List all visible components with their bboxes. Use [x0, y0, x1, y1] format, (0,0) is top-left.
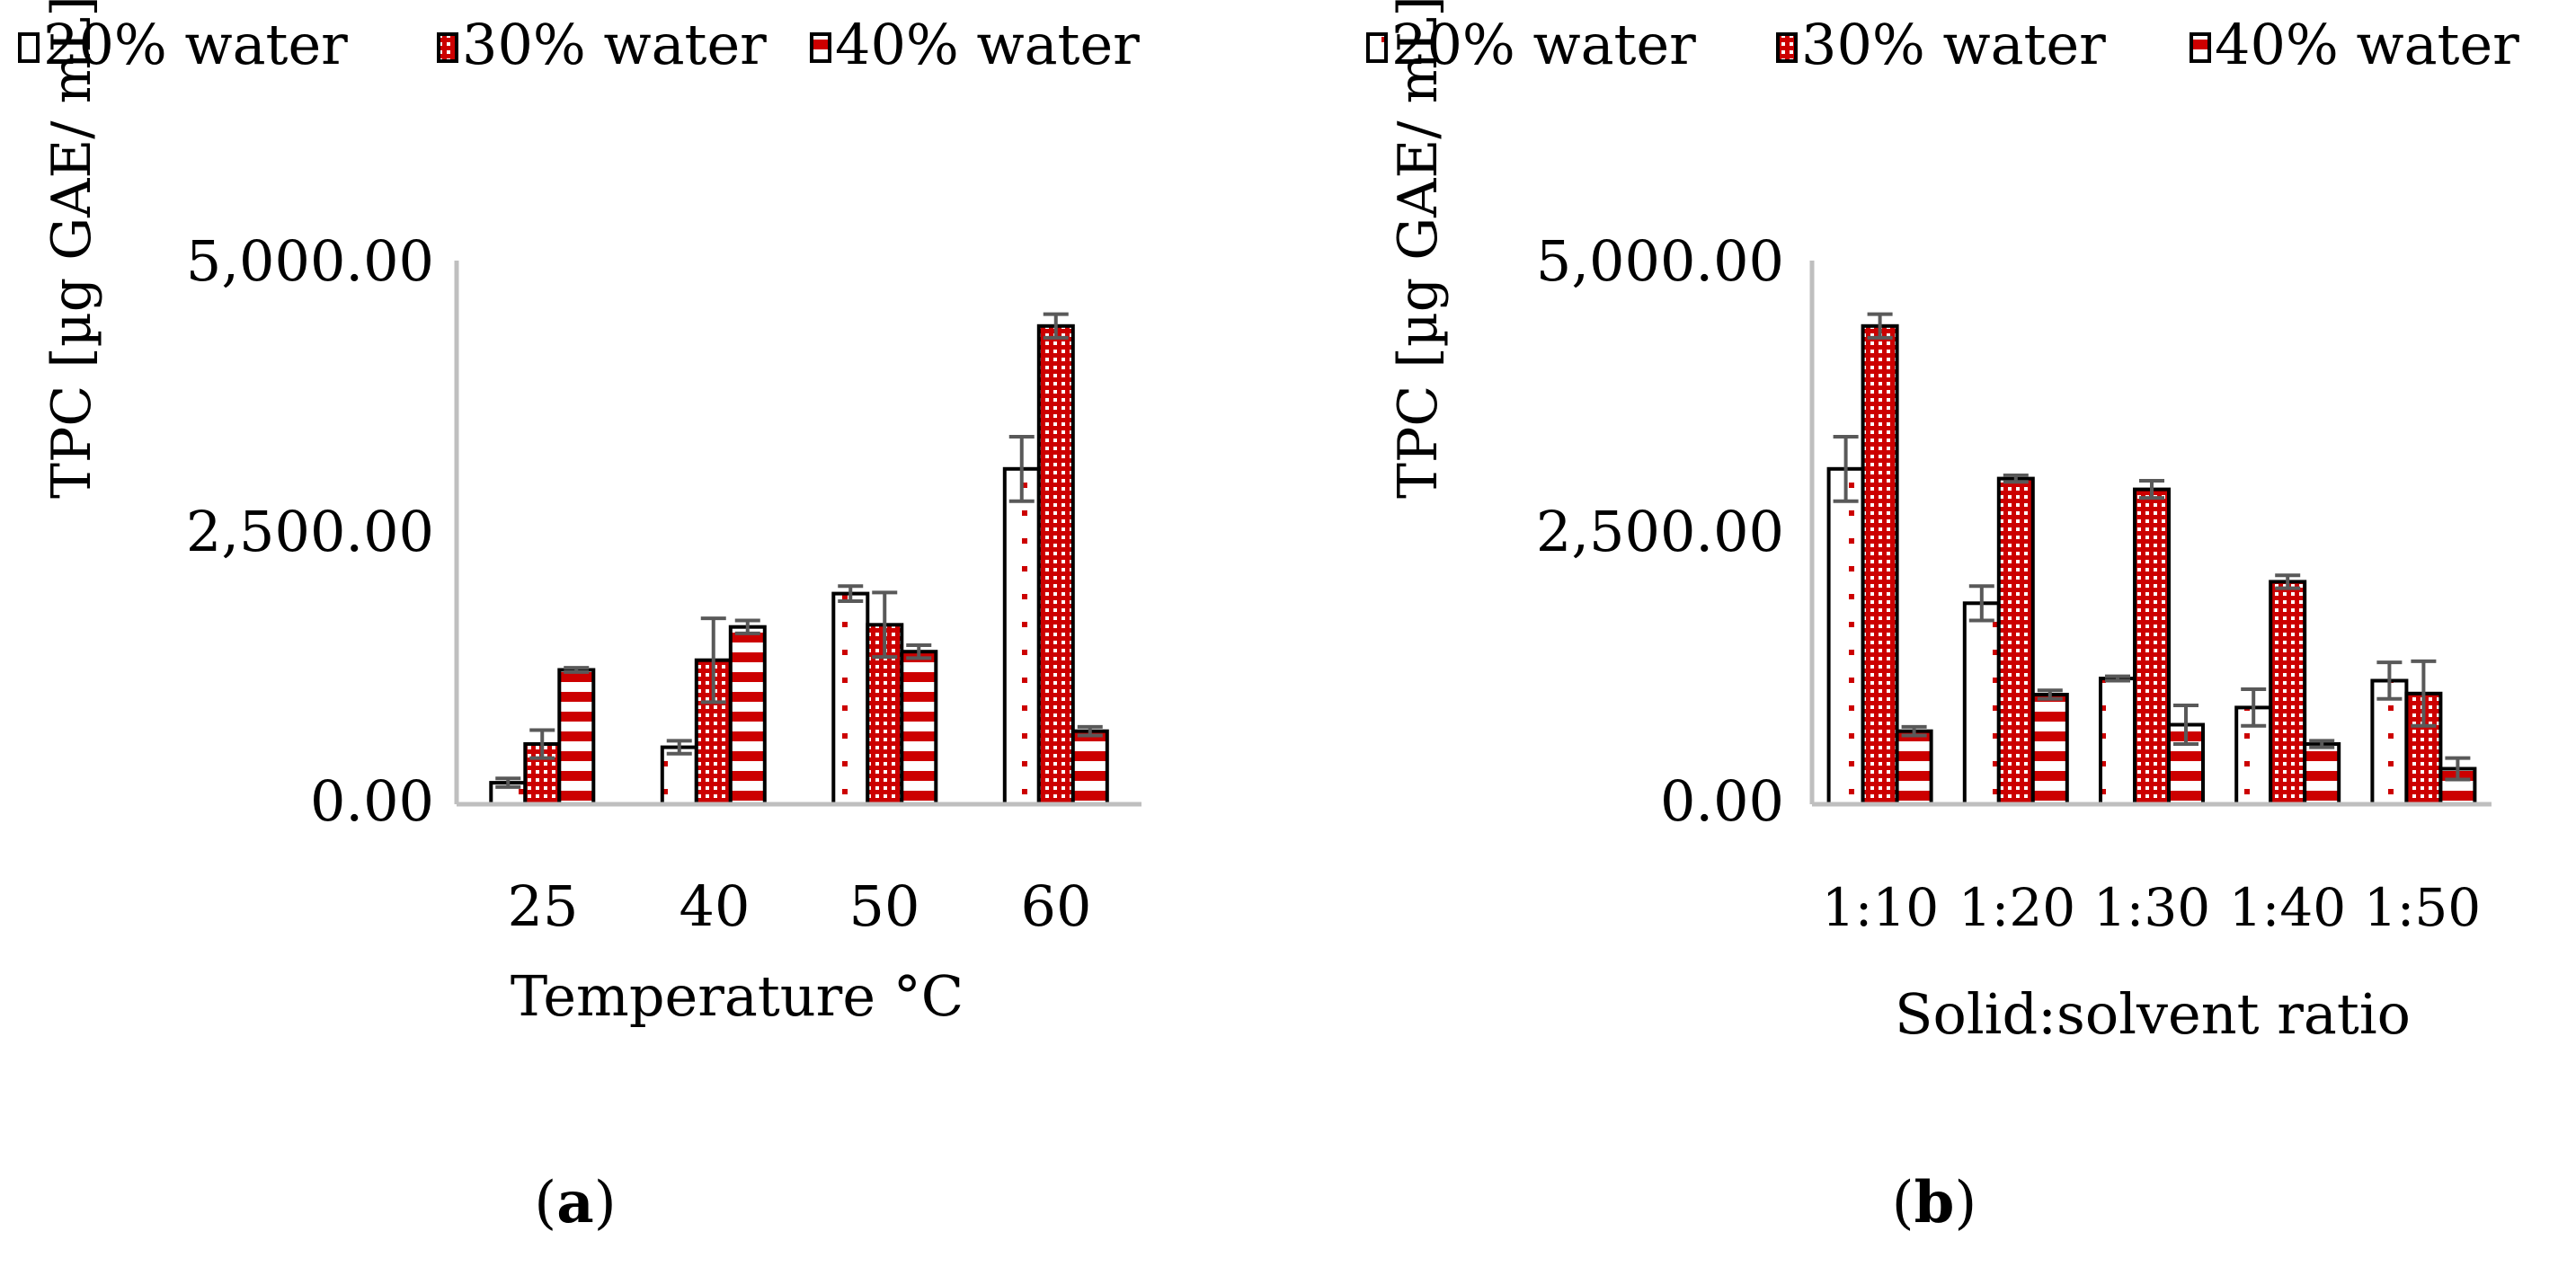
error-bar: [1077, 724, 1103, 738]
y-axis-title: TPC [µg GAE/ mL]: [40, 0, 103, 499]
error-bar: [734, 618, 760, 635]
error-bar: [2411, 659, 2437, 728]
bar-40-water: [2030, 693, 2069, 806]
bar-30-water: [2133, 487, 2171, 806]
bar-30-water: [1861, 323, 1899, 806]
error-bar: [2275, 573, 2301, 590]
legend-label-40: 40% water: [2215, 12, 2519, 77]
error-bar: [872, 590, 898, 660]
bar-40-water: [900, 650, 938, 807]
legend-swatch-30: [1776, 32, 1798, 63]
error-bar: [2105, 674, 2130, 683]
legend-label-40: 40% water: [835, 12, 1140, 77]
y-tick-label: 5,000.00: [186, 228, 434, 294]
error-bar: [2003, 474, 2029, 484]
svg-text:(a): (a): [534, 1169, 616, 1236]
error-bar: [529, 728, 555, 760]
error-bar: [2309, 739, 2335, 749]
error-bar: [2376, 660, 2403, 701]
error-bar: [1867, 312, 1893, 340]
y-axis-title: TPC [µg GAE/ mL]: [1387, 0, 1450, 499]
x-tick-label: 1:40: [2229, 877, 2346, 938]
x-tick-label: 60: [1021, 873, 1092, 939]
x-tick-labels: 25 40 50 60: [508, 873, 1092, 939]
x-tick-label: 40: [680, 873, 751, 939]
error-bar: [564, 666, 590, 674]
x-tick-label: 50: [849, 873, 920, 939]
legend-label-30: 30% water: [1801, 12, 2106, 77]
bar-20-water: [1826, 466, 1865, 806]
bar-20-water: [1962, 601, 2001, 806]
bar-30-water: [1036, 323, 1075, 806]
error-bar: [2139, 479, 2164, 501]
error-bar: [666, 739, 692, 756]
legend-label-20: 20% water: [1391, 12, 1696, 77]
legend-label-30: 30% water: [462, 12, 767, 77]
error-bar: [2241, 687, 2267, 728]
bar-20-water: [831, 591, 870, 806]
panel-caption-letter: b: [1914, 1169, 1955, 1236]
bar-40-water: [728, 625, 767, 807]
error-bar: [1043, 312, 1069, 340]
error-bar: [495, 776, 521, 789]
panel-caption: (a): [534, 1169, 616, 1236]
bar-20-water: [660, 745, 698, 806]
error-bar: [906, 642, 932, 660]
chart-panel-b: 20% water 30% water 40% water TPC [µg GA…: [1366, 0, 2519, 1236]
bar-40-water: [1070, 729, 1109, 807]
y-tick-label: 0.00: [1660, 768, 1784, 834]
x-tick-label: 25: [508, 873, 579, 939]
legend: 20% water 30% water 40% water: [18, 12, 1140, 77]
bars: [1826, 312, 2477, 807]
svg-text:(b): (b): [1892, 1169, 1977, 1236]
error-bar: [2037, 688, 2063, 701]
x-tick-label: 1:30: [2093, 877, 2210, 938]
legend-swatch-40: [2190, 32, 2211, 63]
error-bar: [1968, 584, 1994, 623]
error-bar: [1008, 434, 1035, 503]
error-bar: [1901, 724, 1927, 738]
x-tick-label: 1:50: [2364, 877, 2481, 938]
error-bar: [700, 616, 726, 704]
x-axis-title: Temperature °C: [511, 963, 964, 1029]
x-tick-label: 1:20: [1959, 877, 2075, 938]
bar-30-water: [1996, 476, 2035, 806]
bar-30-water: [2269, 580, 2307, 807]
bars: [489, 312, 1109, 807]
legend-label-20: 20% water: [43, 12, 348, 77]
legend-swatch-20: [18, 32, 40, 63]
legend-swatch-30: [437, 32, 458, 63]
y-tick-label: 5,000.00: [1536, 228, 1784, 294]
error-bar: [838, 584, 864, 603]
bar-40-water: [557, 668, 596, 806]
x-tick-label: 1:10: [1822, 877, 1939, 938]
bar-20-water: [1002, 466, 1041, 806]
chart-panel-a: 20% water 30% water 40% water TPC [µg GA…: [18, 0, 1141, 1236]
y-tick-label: 2,500.00: [186, 499, 434, 564]
y-tick-label: 2,500.00: [1536, 499, 1784, 564]
x-axis-title: Solid:solvent ratio: [1895, 981, 2411, 1047]
error-bar: [2173, 703, 2198, 747]
x-tick-labels: 1:10 1:20 1:30 1:40 1:50: [1822, 877, 2481, 938]
error-bar: [1833, 434, 1859, 503]
bar-40-water: [1895, 729, 1933, 807]
legend: 20% water 30% water 40% water: [1366, 12, 2519, 77]
legend-swatch-20: [1366, 32, 1388, 63]
legend-swatch-40: [810, 32, 831, 63]
panel-caption: (b): [1892, 1169, 1977, 1236]
y-tick-label: 0.00: [310, 768, 434, 834]
bar-20-water: [2099, 677, 2136, 806]
error-bar: [2445, 756, 2471, 782]
panel-caption-letter: a: [556, 1169, 593, 1236]
bar-40-water: [2303, 742, 2341, 806]
